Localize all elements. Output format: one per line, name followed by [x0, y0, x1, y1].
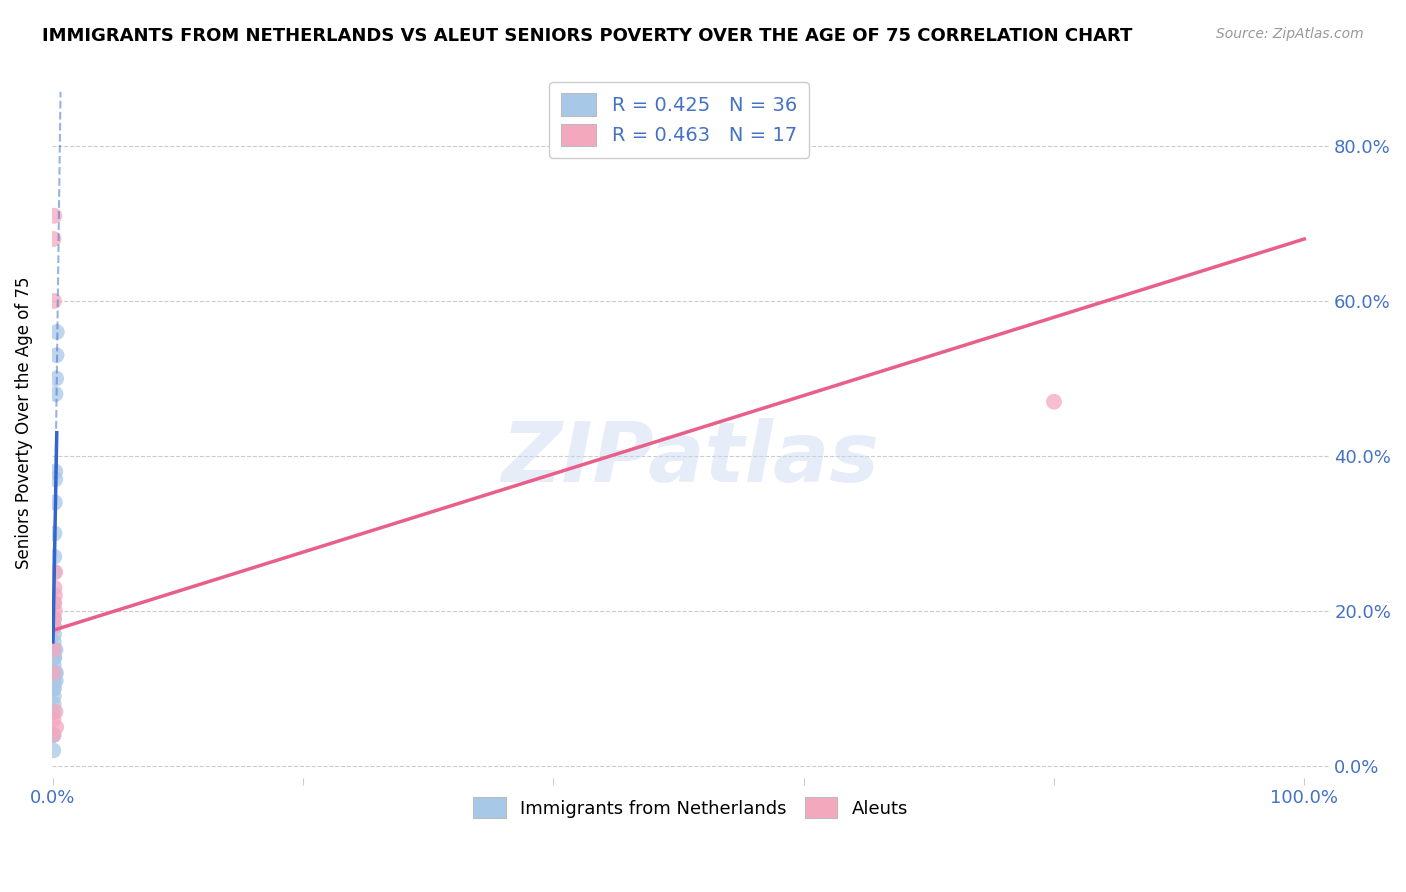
Point: [44, 596, 66, 610]
Point: [44, 526, 66, 541]
Point: [44, 495, 66, 509]
Point: [42, 619, 65, 633]
Point: [42, 681, 65, 696]
Point: [42, 743, 65, 757]
Point: [42, 665, 65, 680]
Point: [45, 720, 67, 734]
Point: [42, 293, 65, 308]
Point: [42, 619, 65, 633]
Point: [44, 589, 66, 603]
Point: [42, 665, 65, 680]
Point: [42, 565, 65, 579]
Point: [42, 612, 65, 626]
Point: [42, 650, 65, 665]
Text: IMMIGRANTS FROM NETHERLANDS VS ALEUT SENIORS POVERTY OVER THE AGE OF 75 CORRELAT: IMMIGRANTS FROM NETHERLANDS VS ALEUT SEN…: [42, 27, 1133, 45]
Point: [42, 627, 65, 641]
Point: [45, 371, 67, 385]
Point: [42, 642, 65, 657]
Point: [42, 728, 65, 742]
Point: [42, 665, 65, 680]
Point: [42, 705, 65, 719]
Point: [44, 472, 66, 486]
Point: [42, 697, 65, 711]
Point: [42, 658, 65, 673]
Y-axis label: Seniors Poverty Over the Age of 75: Seniors Poverty Over the Age of 75: [15, 277, 32, 569]
Point: [45, 348, 67, 362]
Point: [42, 642, 65, 657]
Point: [42, 713, 65, 727]
Point: [44, 565, 66, 579]
Point: [44, 705, 66, 719]
Point: [42, 673, 65, 688]
Text: Source: ZipAtlas.com: Source: ZipAtlas.com: [1216, 27, 1364, 41]
Point: [42, 642, 65, 657]
Legend: Immigrants from Netherlands, Aleuts: Immigrants from Netherlands, Aleuts: [465, 790, 915, 825]
Point: [45, 665, 67, 680]
Point: [45, 673, 67, 688]
Point: [42, 681, 65, 696]
Point: [44, 209, 66, 223]
Point: [42, 728, 65, 742]
Point: [44, 642, 66, 657]
Point: [44, 650, 66, 665]
Point: [42, 650, 65, 665]
Point: [44, 465, 66, 479]
Point: [42, 689, 65, 703]
Point: [42, 728, 65, 742]
Point: [42, 232, 65, 246]
Point: [1043, 394, 1066, 409]
Point: [44, 387, 66, 401]
Point: [42, 596, 65, 610]
Point: [42, 635, 65, 649]
Point: [45, 325, 67, 339]
Point: [44, 604, 66, 618]
Point: [44, 665, 66, 680]
Point: [44, 549, 66, 564]
Text: ZIPatlas: ZIPatlas: [502, 418, 879, 499]
Point: [44, 581, 66, 595]
Point: [42, 612, 65, 626]
